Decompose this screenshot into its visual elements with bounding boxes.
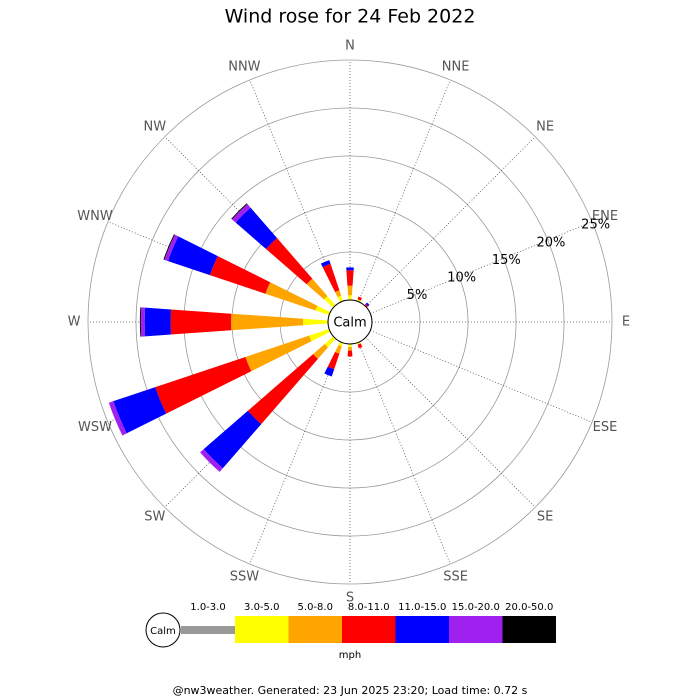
legend-label: 15.0-20.0 xyxy=(452,602,500,613)
wind-bar xyxy=(313,343,329,359)
legend-swatch xyxy=(342,616,396,643)
r-tick-label: 15% xyxy=(492,253,521,268)
wind-bar xyxy=(155,357,252,414)
spoke xyxy=(358,342,451,565)
direction-label: N xyxy=(345,39,355,54)
wind-bar xyxy=(167,236,218,276)
wind-bar xyxy=(265,282,318,311)
wind-bar xyxy=(324,366,335,377)
legend-title: mph xyxy=(339,650,361,661)
r-tick-label: 25% xyxy=(581,218,610,233)
wind-bar xyxy=(335,290,342,298)
wind-bar xyxy=(140,307,146,337)
legend-swatch xyxy=(395,616,449,643)
direction-label: W xyxy=(68,315,81,330)
legend-swatch xyxy=(235,616,289,643)
wind-bar xyxy=(322,263,340,293)
wind-bar xyxy=(337,295,344,303)
wind-bar xyxy=(170,309,232,335)
legend-label: 20.0-50.0 xyxy=(505,602,553,613)
calm-label: Calm xyxy=(333,316,366,331)
direction-label: E xyxy=(622,315,630,330)
legend-label: 1.0-3.0 xyxy=(190,602,225,613)
direction-label: NNE xyxy=(442,60,470,75)
legend-label: 8.0-11.0 xyxy=(348,602,390,613)
wind-bar xyxy=(346,267,354,271)
wind-bar xyxy=(335,345,342,354)
direction-label: SSW xyxy=(230,569,260,584)
wind-bar xyxy=(306,278,328,300)
wind-bar xyxy=(303,318,329,326)
spoke xyxy=(370,221,593,314)
wind-bar xyxy=(348,295,352,301)
wind-bar xyxy=(200,449,223,472)
direction-label: WNW xyxy=(77,209,113,224)
wind-bar xyxy=(315,305,331,316)
r-tick-label: 5% xyxy=(407,288,428,303)
legend-label: 11.0-15.0 xyxy=(398,602,446,613)
spoke xyxy=(365,136,536,307)
wind-bar xyxy=(327,351,340,370)
wind-bar xyxy=(364,303,369,308)
direction-label: SW xyxy=(144,510,165,525)
wind-bar xyxy=(144,307,171,337)
direction-label: SE xyxy=(537,510,553,525)
wind-bar xyxy=(139,307,142,337)
r-tick-label: 10% xyxy=(447,271,476,286)
wind-bar xyxy=(231,203,248,220)
wind-bar xyxy=(113,387,167,434)
wind-bar xyxy=(309,328,331,342)
spoke xyxy=(365,337,536,508)
wind-bar xyxy=(347,285,353,296)
direction-label: ESE xyxy=(593,420,618,435)
wind-bar xyxy=(347,346,353,351)
wind-bar xyxy=(356,341,361,345)
wind-bar xyxy=(247,354,318,425)
direction-label: NE xyxy=(536,119,554,134)
direction-label: ENE xyxy=(592,209,618,224)
spoke xyxy=(358,79,451,302)
legend-label: 5.0-8.0 xyxy=(298,602,333,613)
chart-title: Wind rose for 24 Feb 2022 xyxy=(225,6,476,28)
wind-bar xyxy=(235,207,277,249)
direction-label: NNW xyxy=(228,60,260,75)
wind-bar xyxy=(324,336,336,348)
ring xyxy=(87,59,613,585)
calm-circle xyxy=(327,299,373,345)
wind-bar xyxy=(266,238,313,285)
direction-label: NW xyxy=(144,119,167,134)
wind-bar xyxy=(320,260,331,268)
spoke xyxy=(249,342,342,565)
wind-bar xyxy=(346,270,354,286)
wind-bar xyxy=(163,234,175,260)
wind-bar xyxy=(348,343,352,347)
direction-label: SSE xyxy=(443,569,468,584)
wind-bar xyxy=(164,234,179,262)
wind-bar xyxy=(231,203,251,223)
legend-swatch xyxy=(288,616,342,643)
wind-bar xyxy=(357,296,362,301)
direction-label: S xyxy=(346,591,354,606)
footer: @nw3weather. Generated: 23 Jun 2025 23:2… xyxy=(173,684,528,697)
direction-label: WSW xyxy=(78,420,112,435)
legend-label: 3.0-5.0 xyxy=(244,602,279,613)
wind-bar xyxy=(356,299,361,303)
wind-bar xyxy=(209,256,271,294)
legend-swatch xyxy=(502,616,556,643)
wind-bar xyxy=(347,350,353,357)
wind-bar xyxy=(357,343,363,349)
wind-bar xyxy=(203,410,262,469)
wind-bar xyxy=(365,302,370,307)
legend-calm-label: Calm xyxy=(150,626,176,637)
wind-bar xyxy=(231,313,304,331)
spoke xyxy=(370,330,593,423)
wind-bar xyxy=(245,335,312,372)
legend-calm xyxy=(145,612,181,648)
wind-bar xyxy=(323,295,336,308)
legend-swatch xyxy=(181,626,235,634)
legend-swatch xyxy=(449,616,503,643)
r-tick-label: 20% xyxy=(537,235,566,250)
wind-bar xyxy=(108,401,127,436)
